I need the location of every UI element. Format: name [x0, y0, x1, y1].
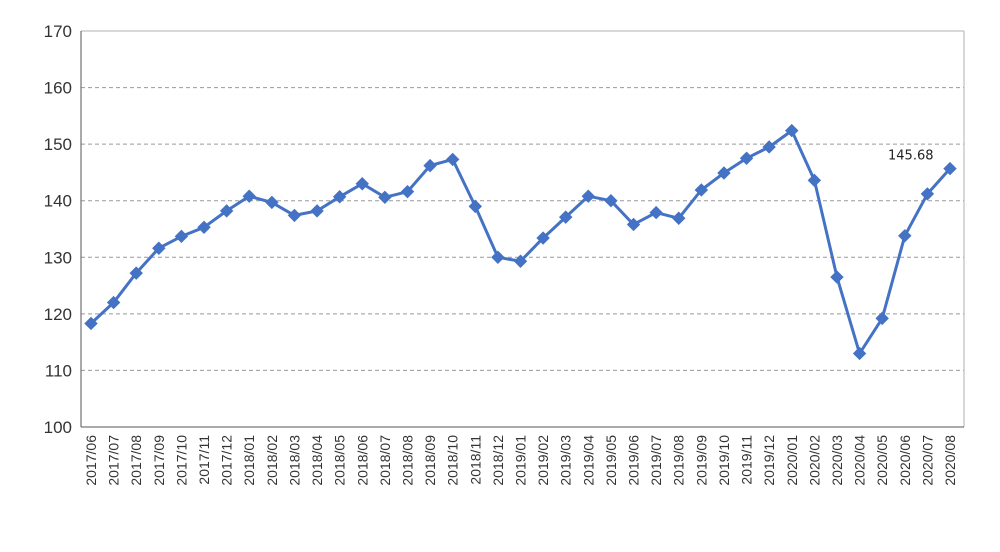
x-tick-label: 2017/10	[173, 435, 189, 486]
x-tick-label: 2019/04	[580, 435, 596, 486]
x-tick-label: 2020/02	[806, 435, 822, 486]
x-tick-label: 2020/08	[942, 435, 958, 486]
x-tick-label: 2017/06	[83, 435, 99, 486]
data-point	[536, 231, 550, 245]
series-line	[89, 129, 952, 355]
data-point	[672, 211, 686, 225]
data-point	[378, 190, 392, 205]
series-line-path	[89, 129, 952, 355]
x-tick-label: 2019/12	[761, 435, 777, 486]
x-tick-label: 2020/03	[829, 435, 845, 486]
x-tick-label: 2018/05	[332, 435, 348, 486]
x-tick-label: 2017/08	[128, 435, 144, 486]
data-point	[400, 184, 415, 199]
gridlines	[81, 87, 964, 371]
data-point	[491, 250, 505, 264]
data-point	[468, 199, 482, 214]
x-tick-label: 2020/04	[852, 435, 868, 486]
data-point	[219, 204, 234, 218]
data-point	[649, 205, 663, 220]
y-tick-label: 170	[44, 22, 72, 41]
x-tick-label: 2019/01	[513, 435, 529, 486]
x-tick-label: 2018/02	[264, 435, 280, 486]
data-point	[943, 161, 957, 176]
x-axis-ticks: 2017/06 2017/07 2017/08 2017/09 2017/10 2017/…	[83, 435, 958, 486]
data-point	[875, 311, 889, 326]
x-tick-label: 2019/11	[739, 435, 755, 485]
x-tick-label: 2018/07	[377, 435, 393, 486]
axes	[80, 30, 965, 428]
data-label: 145.68	[888, 149, 934, 164]
data-point	[174, 229, 189, 244]
data-point	[739, 151, 754, 165]
data-point	[332, 190, 347, 204]
data-point	[513, 254, 528, 268]
x-tick-label: 2019/09	[693, 435, 709, 486]
data-point	[423, 158, 437, 173]
x-tick-label: 2020/07	[919, 435, 935, 486]
x-tick-label: 2018/09	[422, 435, 438, 486]
data-point	[84, 316, 98, 331]
x-tick-label: 2019/08	[671, 435, 687, 486]
x-tick-label: 2018/10	[445, 435, 461, 486]
data-point	[626, 217, 641, 232]
data-point	[106, 295, 121, 310]
x-tick-label: 2018/03	[286, 435, 302, 486]
x-tick-label: 2017/12	[219, 435, 235, 486]
data-point	[762, 140, 776, 154]
x-tick-label: 2018/08	[399, 435, 415, 486]
x-tick-label: 2019/10	[716, 435, 732, 486]
data-points	[84, 123, 957, 361]
data-point	[310, 204, 324, 218]
data-point	[604, 194, 618, 208]
data-point	[355, 177, 369, 191]
data-point	[852, 346, 867, 361]
x-tick-label: 2017/09	[151, 435, 167, 486]
y-axis-ticks: 100 110 120 130 140 150 160 170	[44, 22, 72, 437]
data-point	[445, 152, 460, 167]
y-tick-label: 160	[44, 79, 72, 98]
y-tick-label: 120	[44, 305, 72, 324]
data-point	[242, 189, 256, 203]
data-point	[581, 189, 596, 203]
data-point	[920, 187, 935, 201]
y-tick-label: 100	[44, 418, 72, 437]
x-tick-label: 2020/05	[874, 435, 890, 486]
x-tick-label: 2018/04	[309, 435, 325, 486]
x-tick-label: 2019/06	[626, 435, 642, 486]
data-point	[830, 270, 844, 284]
x-tick-label: 2019/05	[603, 435, 619, 486]
data-point	[694, 183, 709, 197]
x-tick-label: 2017/11	[196, 435, 212, 485]
data-labels: 145.68	[888, 149, 934, 164]
x-tick-label: 2017/07	[106, 435, 122, 486]
y-tick-label: 140	[44, 192, 72, 211]
y-tick-label: 130	[44, 248, 72, 267]
x-tick-label: 2018/01	[241, 435, 257, 486]
x-tick-label: 2018/11	[467, 435, 483, 485]
data-point	[129, 266, 143, 280]
y-tick-label: 110	[45, 361, 72, 380]
data-point	[785, 123, 799, 138]
y-tick-label: 150	[44, 135, 72, 154]
data-point	[197, 220, 211, 235]
x-tick-label: 2018/12	[490, 435, 506, 486]
data-point	[559, 210, 573, 224]
data-point	[898, 229, 912, 243]
x-tick-label: 2019/02	[535, 435, 551, 486]
data-point	[265, 195, 279, 210]
x-tick-label: 2019/03	[558, 435, 574, 486]
data-point	[717, 166, 731, 180]
x-tick-label: 2019/07	[648, 435, 664, 486]
x-tick-label: 2018/06	[354, 435, 370, 486]
data-point	[807, 173, 822, 188]
x-tick-label: 2020/01	[784, 435, 800, 486]
x-tick-label: 2020/06	[897, 435, 913, 486]
data-point	[152, 241, 166, 255]
data-point	[287, 208, 302, 223]
